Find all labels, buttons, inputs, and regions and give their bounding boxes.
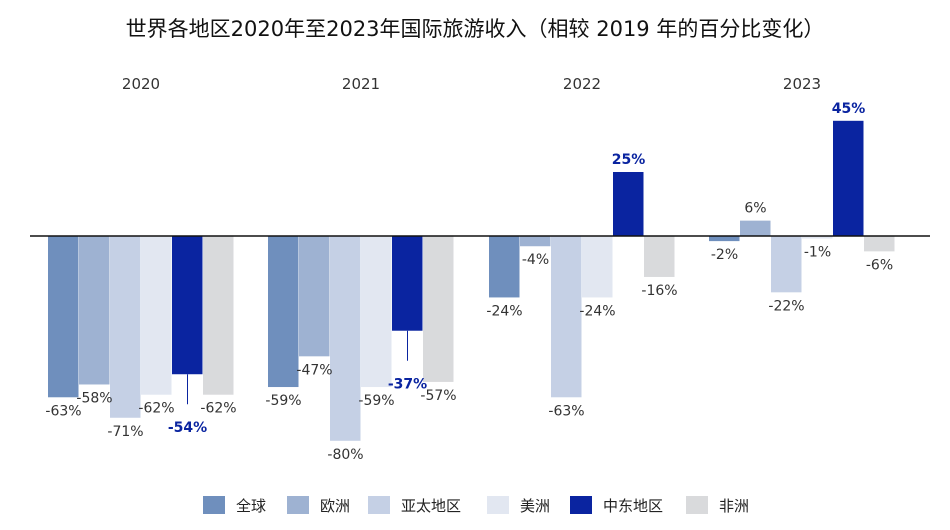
data-label-2022-5: -16% xyxy=(641,283,677,299)
legend-swatch-0 xyxy=(203,496,225,514)
data-label-2023-4: 45% xyxy=(832,101,866,117)
legend-label-4: 中东地区 xyxy=(603,497,663,515)
data-labels: -63%-58%-71%-62%-54%-62% -59%-47%-80%-59%… xyxy=(45,101,893,463)
bar-2020-3 xyxy=(141,236,172,395)
data-label-2023-3: -1% xyxy=(804,245,831,261)
bar-2020-5 xyxy=(203,236,234,395)
bar-2022-5 xyxy=(644,236,675,277)
data-label-2021-0: -59% xyxy=(265,393,301,409)
legend-label-3: 美洲 xyxy=(520,497,550,515)
bar-2023-3 xyxy=(802,236,833,239)
data-label-2021-1: -47% xyxy=(296,362,332,378)
legend-label-2: 亚太地区 xyxy=(401,497,461,515)
year-label-2020: 2020 xyxy=(122,75,160,93)
data-label-2020-2: -71% xyxy=(107,424,143,440)
data-label-2023-1: 6% xyxy=(744,201,766,217)
data-label-2020-1: -58% xyxy=(76,390,112,406)
bar-2020-4 xyxy=(172,236,203,375)
bar-2021-5 xyxy=(423,236,454,382)
bar-2021-3 xyxy=(361,236,392,388)
data-label-2020-0: -63% xyxy=(45,403,81,419)
bar-2020-1 xyxy=(79,236,110,385)
data-label-2023-5: -6% xyxy=(866,257,893,273)
legend-swatch-5 xyxy=(686,496,708,514)
bar-2020-0 xyxy=(48,236,79,398)
bar-2021-2 xyxy=(330,236,361,441)
bars xyxy=(48,120,895,441)
year-label-2021: 2021 xyxy=(342,75,380,93)
data-label-2022-0: -24% xyxy=(486,303,522,319)
data-label-2020-5: -62% xyxy=(200,401,236,417)
legend-label-5: 非洲 xyxy=(719,497,749,515)
data-label-2022-2: -63% xyxy=(548,403,584,419)
data-label-2021-4: -37% xyxy=(388,377,427,393)
legend-swatch-4 xyxy=(570,496,592,514)
bar-2022-4 xyxy=(613,172,644,236)
legend-swatch-3 xyxy=(487,496,509,514)
bar-2023-0 xyxy=(709,236,740,242)
bar-2023-2 xyxy=(771,236,802,293)
chart-title: 世界各地区2020年至2023年国际旅游收入（相较 2019 年的百分比变化） xyxy=(126,17,825,41)
legend-label-0: 全球 xyxy=(236,497,266,515)
data-label-2021-5: -57% xyxy=(420,388,456,404)
data-label-2020-4: -54% xyxy=(168,420,207,436)
bar-2022-0 xyxy=(489,236,520,298)
data-label-2023-0: -2% xyxy=(711,247,738,263)
legend: 全球 欧洲 亚太地区 美洲 中东地区 非洲 xyxy=(203,496,749,515)
data-label-2021-3: -59% xyxy=(358,393,394,409)
bar-2023-1 xyxy=(740,220,771,236)
legend-label-1: 欧洲 xyxy=(320,497,350,515)
data-label-2023-2: -22% xyxy=(768,298,804,314)
bar-2023-4 xyxy=(833,120,864,236)
data-label-2022-4: 25% xyxy=(612,152,646,168)
bar-2022-1 xyxy=(520,236,551,247)
bar-2021-4 xyxy=(392,236,423,331)
year-label-2022: 2022 xyxy=(563,75,601,93)
bar-2022-2 xyxy=(551,236,582,398)
data-label-2021-2: -80% xyxy=(327,447,363,463)
legend-swatch-2 xyxy=(368,496,390,514)
legend-swatch-1 xyxy=(287,496,309,514)
year-labels: 2020 2021 2022 2023 xyxy=(122,75,821,93)
bar-2022-3 xyxy=(582,236,613,298)
year-label-2023: 2023 xyxy=(783,75,821,93)
bar-2020-2 xyxy=(110,236,141,418)
data-label-2020-3: -62% xyxy=(138,401,174,417)
data-label-2022-1: -4% xyxy=(522,252,549,268)
bar-2023-5 xyxy=(864,236,895,252)
bar-2021-0 xyxy=(268,236,299,388)
data-label-2022-3: -24% xyxy=(579,303,615,319)
bar-2021-1 xyxy=(299,236,330,357)
